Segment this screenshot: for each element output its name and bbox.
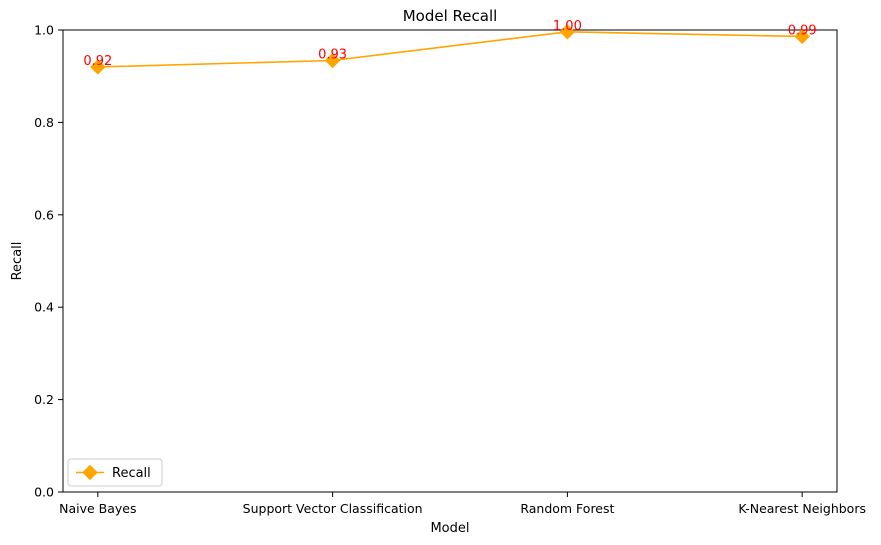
legend-label: Recall (112, 466, 151, 481)
x-tick-label: Naive Bayes (59, 501, 136, 516)
y-tick-label: 1.0 (34, 23, 54, 38)
legend-marker-swatch (82, 464, 98, 481)
y-tick-label: 0.8 (34, 115, 54, 130)
x-tick-label: Random Forest (520, 501, 614, 516)
data-label: 1.00 (553, 19, 582, 34)
plot-frame (62, 29, 838, 493)
data-point-marker (324, 52, 341, 69)
data-label: 0.92 (83, 54, 112, 69)
x-axis: Naive Bayes Support Vector Classification… (59, 492, 866, 516)
series-layer: 0.92 0.93 1.00 0.99 (83, 19, 817, 75)
y-tick-label: 0.6 (34, 207, 54, 222)
data-label: 0.93 (318, 47, 347, 62)
x-tick-label: Support Vector Classification (243, 501, 423, 516)
data-point-marker (559, 24, 576, 40)
y-tick-label: 0.4 (34, 300, 54, 315)
legend: Recall (67, 458, 163, 487)
plot-area (62, 29, 838, 493)
y-axis: 0.0 0.2 0.4 0.6 0.8 1.0 (34, 23, 63, 500)
x-axis-label: Model (430, 521, 469, 536)
data-point-marker (794, 28, 810, 45)
legend-box (67, 458, 163, 487)
data-point-marker (90, 59, 106, 75)
y-tick-label: 0.0 (34, 485, 54, 500)
y-axis-label: Recall (10, 242, 25, 281)
chart-title: Model Recall (403, 7, 498, 25)
series-line-recall (97, 31, 803, 68)
x-tick-label: K-Nearest Neighbors (738, 501, 866, 516)
y-tick-label: 0.2 (34, 392, 54, 407)
data-label: 0.99 (788, 23, 817, 38)
